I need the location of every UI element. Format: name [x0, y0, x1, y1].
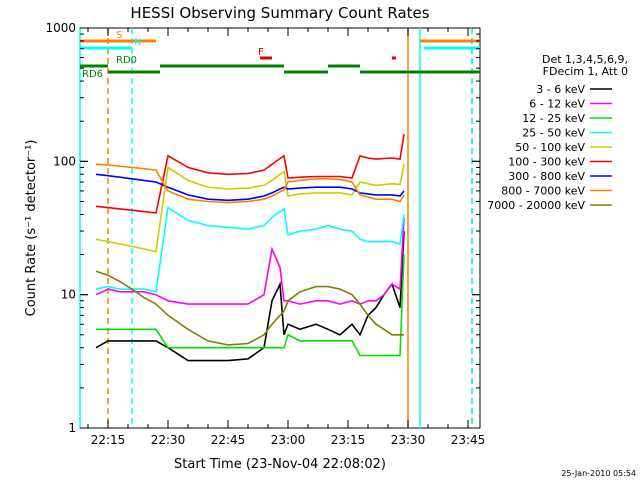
- flag-label-rd6: RD6: [82, 69, 103, 80]
- y-tick-label-3: 1000: [45, 21, 76, 35]
- legend: Det 1,3,4,5,6,9,FDecim 1, Att 0 3 - 6 keV…: [487, 53, 628, 212]
- legend-label-12-25-kev: 12 - 25 keV: [522, 112, 585, 125]
- series-line-12-25-kev: [96, 254, 405, 357]
- flag-label-n: N: [134, 37, 141, 48]
- y-tick-label-2: 100: [53, 154, 76, 168]
- series-line-6-12-kev: [95, 217, 405, 305]
- y-axis: 1 10 100 1000: [45, 21, 480, 435]
- x-axis: 22:15 22:30 22:45 23:00 23:15 23:30 23:45: [87, 28, 486, 447]
- y-tick-label-0: 1: [68, 421, 76, 435]
- legend-label-300-800-kev: 300 - 800 keV: [508, 170, 585, 183]
- series-line-25-50-kev: [95, 206, 405, 293]
- y-tick-label-1: 10: [61, 288, 76, 302]
- y-axis-label: Count Rate (s⁻¹ detector⁻¹): [24, 140, 39, 317]
- legend-label-100-300-kev: 100 - 300 keV: [508, 156, 585, 169]
- data-series: [95, 133, 405, 362]
- legend-label-6-12-kev: 6 - 12 keV: [529, 98, 585, 111]
- legend-label-50-100-kev: 50 - 100 keV: [515, 141, 585, 154]
- x-tick-label-3: 23:00: [271, 433, 306, 447]
- flag-label-s: S: [116, 30, 122, 41]
- flag-label-f: F: [258, 47, 264, 58]
- x-tick-label-2: 22:45: [211, 433, 246, 447]
- chart-title: HESSI Observing Summary Count Rates: [130, 4, 429, 22]
- legend-label-7000-20000-kev: 7000 - 20000 keV: [487, 199, 585, 212]
- series-line-100-300-kev: [95, 133, 405, 214]
- series-line-300-800-kev: [95, 173, 405, 202]
- flag-label-rd0: RD0: [116, 55, 137, 66]
- x-tick-label-4: 23:15: [331, 433, 366, 447]
- series-line-50-100-kev: [95, 164, 405, 253]
- legend-label-25-50-kev: 25 - 50 keV: [522, 127, 585, 140]
- series-line-800-7000-kev: [95, 163, 405, 204]
- series-line-7000-20000-kev: [95, 270, 404, 346]
- state-flags: S N F RD0 RD6: [80, 30, 480, 80]
- legend-header-0: Det 1,3,4,5,6,9,: [542, 53, 628, 66]
- x-tick-label-6: 23:45: [451, 433, 486, 447]
- legend-label-800-7000-kev: 800 - 7000 keV: [501, 185, 585, 198]
- legend-header-1: FDecim 1, Att 0: [543, 65, 628, 78]
- legend-label-3-6-kev: 3 - 6 keV: [536, 83, 585, 96]
- x-tick-label-5: 23:30: [391, 433, 426, 447]
- series-line-3-6-kev: [95, 231, 405, 362]
- x-axis-label: Start Time (23-Nov-04 22:08:02): [174, 457, 386, 472]
- footer-date: 25-Jan-2010 05:54: [561, 469, 636, 478]
- x-tick-label-1: 22:30: [151, 433, 186, 447]
- x-tick-label-0: 22:15: [91, 433, 126, 447]
- vertical-markers: [79, 28, 473, 428]
